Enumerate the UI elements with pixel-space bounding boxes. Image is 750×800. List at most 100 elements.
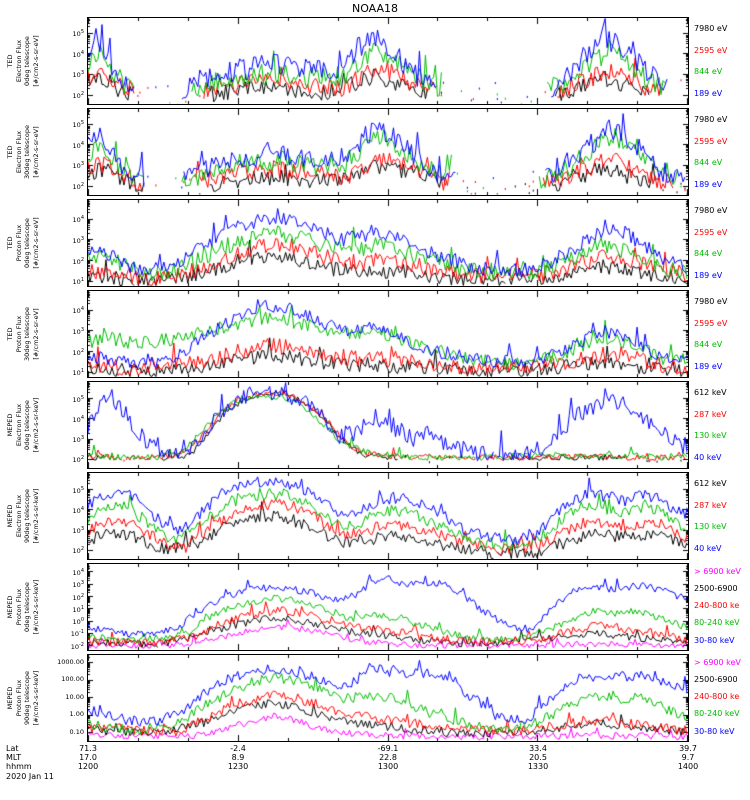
lat-value: -69.1: [377, 744, 399, 753]
axis-title-line: [#/cm2-s-sr-eV]: [31, 35, 40, 87]
meped-electron-0deg-legend-red: 287 keV: [694, 409, 727, 419]
ted-proton-0deg-ytick-label: 103: [72, 235, 84, 246]
meped-electron-90deg-ytick-label: 102: [72, 546, 84, 556]
ted-proton-30deg-legend-blue: 189 eV: [694, 361, 723, 371]
hhmm-value: 1300: [377, 762, 399, 771]
meped-electron-90deg-axis-title-text: MEPED Electron Flux 90deg telescope [#/cm2-…: [6, 473, 40, 559]
meped-electron-0deg-ytick-label: 103: [72, 435, 84, 445]
panel-ted-electron-0deg: [87, 17, 689, 105]
meped-electron-90deg-legend-green: 130 keV: [694, 522, 727, 532]
meped-electron-0deg-legend-black: 612 keV: [694, 388, 727, 398]
meped-electron-0deg-legend-green: 130 keV: [694, 431, 727, 441]
axis-title-line: Electron Flux: [14, 130, 23, 174]
axis-title-line: 0deg telescope: [23, 582, 31, 632]
axis-title-line: 0deg telescope: [23, 400, 31, 450]
ted-proton-30deg-legend-red: 2595 eV: [694, 318, 728, 328]
ted-proton-0deg-plot-canvas: [88, 200, 688, 286]
meped-proton-0deg-ytick-label: 10-1: [70, 629, 84, 639]
meped-proton-0deg-legend-red: 240-800 ke: [694, 601, 740, 611]
ted-proton-30deg-legend-green: 844 eV: [694, 340, 723, 350]
meped-proton-0deg-legend-magenta: > 6900 keV: [694, 566, 741, 576]
axis-title-line: TED: [6, 54, 14, 68]
meped-electron-90deg-plot-canvas: [88, 473, 688, 559]
ted-electron-0deg-axis-title: TED Electron Flux 0deg telescope [#/cm2-s-s…: [2, 18, 44, 104]
meped-electron-90deg-ytick-label: 103: [72, 526, 84, 536]
axis-title-line: [#/cm2-s-sr-eV]: [31, 308, 40, 360]
meped-electron-0deg-legend-blue: 40 keV: [694, 452, 722, 462]
axis-title-line: [#/cm2-s-sr-keV]: [31, 670, 40, 726]
axis-row-label-hhmm: hhmm: [6, 762, 32, 771]
axis-row-label-mlt: MLT: [6, 753, 22, 762]
meped-electron-0deg-ytick-label: 105: [72, 394, 84, 404]
axis-title-line: [#/cm2-s-sr-keV]: [31, 397, 40, 453]
meped-proton-90deg-ytick-label: 0.10: [69, 727, 84, 736]
ted-proton-0deg-axis-title-text: TED Proton Flux 0deg telescope [#/cm2-s-sr-…: [6, 200, 40, 286]
ted-electron-0deg-legend-red: 2595 eV: [694, 45, 728, 55]
hhmm-value: 1400: [677, 762, 699, 771]
axis-title-line: MEPED: [6, 504, 14, 528]
mlt-value: 22.8: [379, 753, 397, 762]
ted-electron-0deg-ytick-label: 102: [72, 91, 84, 101]
axis-title-line: 30deg telescope: [23, 307, 31, 362]
axis-title-line: Proton Flux: [14, 315, 23, 353]
ted-electron-0deg-axis-title-text: TED Electron Flux 0deg telescope [#/cm2-s-s…: [6, 18, 40, 104]
panel-meped-electron-0deg: [87, 381, 689, 469]
meped-proton-0deg-legend-black: 2500-6900: [694, 584, 738, 594]
meped-electron-0deg-axis-title: MEPED Electron Flux 0deg telescope [#/cm2-s…: [2, 382, 44, 468]
lat-value: 71.3: [79, 744, 97, 753]
ted-proton-0deg-legend-black: 7980 eV: [694, 206, 728, 216]
axis-title-line: Proton Flux: [14, 588, 23, 626]
ted-proton-30deg-ytick-label: 103: [72, 326, 84, 337]
ted-proton-30deg-plot-canvas: [88, 291, 688, 377]
hhmm-value: 1330: [527, 762, 549, 771]
axis-title-line: 90deg telescope: [23, 489, 31, 544]
ted-proton-30deg-ytick-label: 102: [72, 347, 84, 357]
ted-proton-0deg-ytick-label: 101: [72, 277, 84, 287]
meped-electron-90deg-legend-black: 612 keV: [694, 479, 727, 489]
ted-electron-30deg-legend-red: 2595 eV: [694, 136, 728, 146]
meped-proton-0deg-plot-canvas: [88, 564, 688, 650]
meped-proton-90deg-ytick-label: 1000.00: [57, 657, 84, 666]
ted-electron-0deg-ytick-label: 105: [72, 29, 84, 39]
axis-title-line: Electron Flux: [14, 403, 23, 447]
panel-meped-proton-90deg: [87, 654, 689, 742]
ted-electron-30deg-ytick-label: 105: [72, 120, 84, 130]
axis-title-line: [#/cm2-s-sr-eV]: [31, 126, 40, 178]
ted-proton-30deg-legend-black: 7980 eV: [694, 297, 728, 307]
chart-title: NOAA18: [351, 2, 399, 15]
axis-title-line: 30deg telescope: [23, 125, 31, 180]
meped-proton-90deg-legend-red: 240-800 ke: [694, 692, 740, 702]
ted-electron-30deg-ytick-label: 103: [72, 161, 84, 171]
ted-electron-30deg-plot-canvas: [88, 109, 688, 195]
ted-proton-0deg-ytick-label: 104: [72, 215, 84, 225]
axis-title-line: Proton Flux: [14, 679, 23, 717]
axis-title-line: MEPED: [6, 686, 14, 710]
meped-proton-90deg-plot-canvas: [88, 655, 688, 741]
meped-proton-0deg-axis-title: MEPED Proton Flux 0deg telescope [#/cm2-s-s…: [2, 564, 44, 650]
meped-proton-90deg-legend-green: 80-240 keV: [694, 709, 740, 719]
panel-ted-proton-0deg: [87, 199, 689, 287]
ted-electron-30deg-legend-green: 844 eV: [694, 158, 723, 168]
meped-proton-0deg-ytick-label: 103: [72, 580, 84, 590]
panel-meped-electron-90deg: [87, 472, 689, 560]
ted-electron-30deg-axis-title: TED Electron Flux 30deg telescope [#/cm2-s-…: [2, 109, 44, 195]
meped-electron-0deg-ytick-label: 104: [72, 414, 84, 425]
meped-proton-0deg-ytick-label: 101: [72, 604, 84, 614]
axis-title-line: MEPED: [6, 413, 14, 437]
axis-title-line: TED: [6, 236, 14, 250]
ted-electron-0deg-legend-black: 7980 eV: [694, 24, 728, 34]
axis-title-line: [#/cm2-s-sr-keV]: [31, 488, 40, 544]
meped-proton-0deg-ytick-label: 100: [72, 617, 84, 627]
mlt-value: 8.9: [231, 753, 245, 762]
axis-title-line: 0deg telescope: [23, 36, 31, 86]
axis-title-line: 0deg telescope: [23, 218, 31, 268]
meped-proton-0deg-ytick-label: 102: [72, 592, 84, 602]
ted-electron-30deg-legend-blue: 189 eV: [694, 179, 723, 189]
meped-electron-0deg-ytick-label: 102: [72, 455, 84, 465]
meped-proton-90deg-axis-title-text: MEPED Proton Flux 90deg telescope [#/cm2-s-…: [6, 655, 40, 741]
axis-title-line: [#/cm2-s-sr-keV]: [31, 579, 40, 635]
axis-title-line: 90deg telescope: [23, 671, 31, 726]
ted-electron-30deg-axis-title-text: TED Electron Flux 30deg telescope [#/cm2-s-…: [6, 109, 40, 195]
ted-electron-0deg-ytick-label: 103: [72, 70, 84, 80]
